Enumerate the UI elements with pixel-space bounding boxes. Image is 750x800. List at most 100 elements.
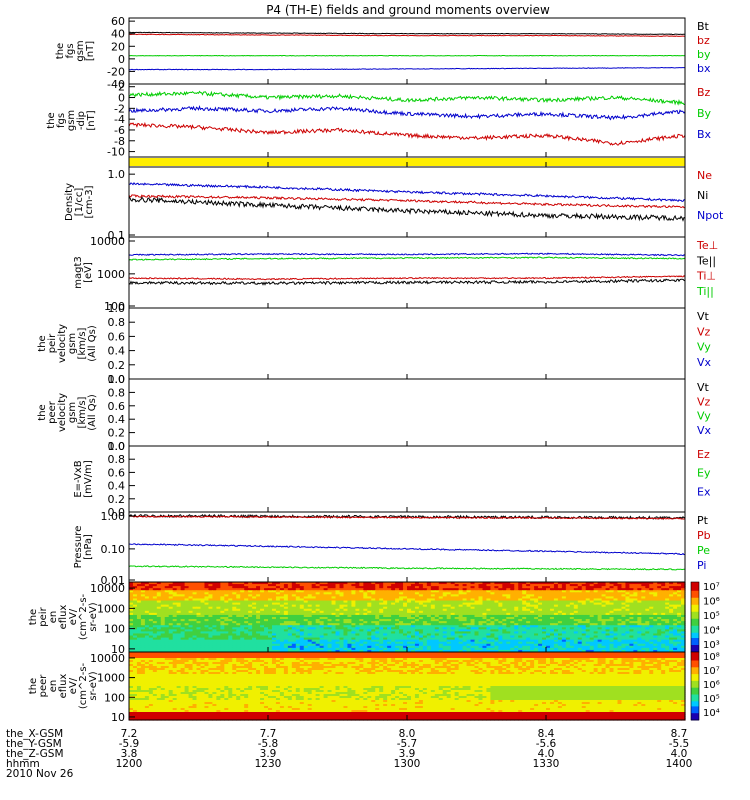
spectrogram-cell	[534, 586, 539, 589]
spectrogram-cell	[518, 592, 523, 595]
spectrogram-cell	[625, 629, 630, 633]
spectrogram-cell	[391, 627, 396, 630]
spectrogram-cell	[307, 604, 313, 608]
spectrogram-cell	[383, 625, 388, 628]
spectrogram-cell	[140, 637, 146, 641]
spectrogram-cell	[224, 614, 229, 618]
spectrogram-cell	[677, 641, 682, 645]
spectrogram-cell	[192, 639, 198, 643]
spectrogram-cell	[657, 588, 662, 591]
spectrogram-cell	[553, 637, 559, 641]
spectrogram-cell	[669, 643, 674, 647]
spectrogram-cell	[208, 637, 213, 641]
spectrogram-cell	[657, 631, 662, 635]
spectrogram-cell	[260, 584, 265, 587]
spectrogram-cell	[279, 602, 285, 606]
spectrogram-cell	[510, 649, 515, 653]
spectrogram-cell	[172, 617, 178, 620]
spectrogram-cell	[426, 625, 432, 628]
spectrogram-cell	[534, 649, 539, 653]
spectrogram-cell	[414, 614, 420, 618]
spectrogram-cell	[279, 604, 285, 608]
spectrogram-cell	[438, 625, 444, 628]
spectrogram-cell	[347, 621, 352, 624]
spectrogram-cell	[343, 606, 349, 610]
spectrogram-cell	[557, 610, 563, 614]
spectrogram-cell	[347, 590, 352, 593]
spectrogram-cell	[593, 619, 599, 622]
spectrogram-cell	[426, 631, 432, 635]
spectrogram-cell	[434, 604, 440, 608]
spectrogram-cell	[522, 619, 527, 622]
spectrogram-cell	[287, 614, 293, 618]
spectrogram-cell	[673, 588, 678, 591]
spectrogram-cell	[490, 586, 495, 589]
spectrogram-cell	[176, 604, 182, 608]
spectrogram-cell	[196, 637, 202, 641]
spectrogram-cell	[534, 643, 539, 647]
spectrogram-cell	[442, 621, 448, 624]
spectrogram-cell	[196, 598, 202, 602]
spectrogram-cell	[403, 614, 408, 618]
spectrogram-cell	[228, 633, 233, 637]
spectrogram-cell	[363, 596, 368, 600]
spectrogram-cell	[466, 623, 472, 626]
spectrogram-cell	[212, 602, 217, 606]
spectrogram-cell	[260, 619, 265, 622]
spectrogram-cell	[565, 617, 571, 620]
spectrogram-cell	[240, 594, 245, 598]
spectrogram-cell	[542, 645, 547, 649]
spectrogram-cell	[677, 588, 682, 591]
spectrogram-cell	[355, 594, 360, 598]
spectrogram-cell	[375, 639, 380, 643]
y-tick-label: 0.6	[108, 400, 126, 413]
spectrogram-cell	[450, 590, 456, 593]
spectrogram-cell	[645, 612, 650, 616]
spectrogram-cell	[653, 606, 658, 610]
spectrogram-cell	[192, 588, 198, 591]
spectrogram-cell	[200, 594, 206, 598]
spectrogram-cell	[577, 602, 583, 606]
spectrogram-cell	[152, 619, 158, 622]
spectrogram-cell	[426, 612, 432, 616]
spectrogram-cell	[482, 600, 488, 604]
spectrogram-cell	[319, 592, 325, 595]
spectrogram-cell	[148, 625, 154, 628]
spectrogram-cell	[430, 617, 436, 620]
spectrogram-cell	[605, 586, 611, 589]
spectrogram-cell	[140, 586, 146, 589]
spectrogram-cell	[275, 584, 281, 587]
spectrogram-cell	[176, 647, 182, 651]
spectrogram-cell	[621, 590, 627, 593]
spectrogram-cell	[132, 621, 138, 624]
spectrogram-cell	[307, 612, 313, 616]
spectrogram-cell	[498, 627, 503, 630]
spectrogram-cell	[597, 633, 603, 637]
spectrogram-cell	[681, 602, 686, 606]
spectrogram-cell	[474, 602, 480, 606]
spectrogram-cell	[661, 641, 666, 645]
spectrogram-cell	[573, 598, 579, 602]
spectrogram-cell	[359, 600, 364, 604]
spectrogram-cell	[407, 625, 412, 628]
spectrogram-cell	[641, 590, 646, 593]
spectrogram-cell	[645, 631, 650, 635]
spectrogram-cell	[260, 592, 265, 595]
spectrogram-cell	[260, 623, 265, 626]
spectrogram-cell	[176, 610, 182, 614]
y-tick-label: 2	[118, 81, 125, 94]
spectrogram-cell	[450, 602, 456, 606]
spectrogram-cell	[236, 610, 241, 614]
spectrogram-cell	[240, 637, 245, 641]
spectrogram-cell	[454, 629, 460, 633]
spectrogram-cell	[228, 623, 233, 626]
spectrogram-cell	[569, 588, 575, 591]
spectrogram-cell	[526, 590, 531, 593]
spectrogram-cell	[422, 617, 428, 620]
spectrogram-cell	[307, 633, 313, 637]
spectrogram-cell	[557, 629, 563, 633]
spectrogram-cell	[160, 598, 166, 602]
spectrogram-cell	[359, 590, 364, 593]
spectrogram-cell	[347, 598, 352, 602]
spectrogram-cell	[319, 625, 325, 628]
